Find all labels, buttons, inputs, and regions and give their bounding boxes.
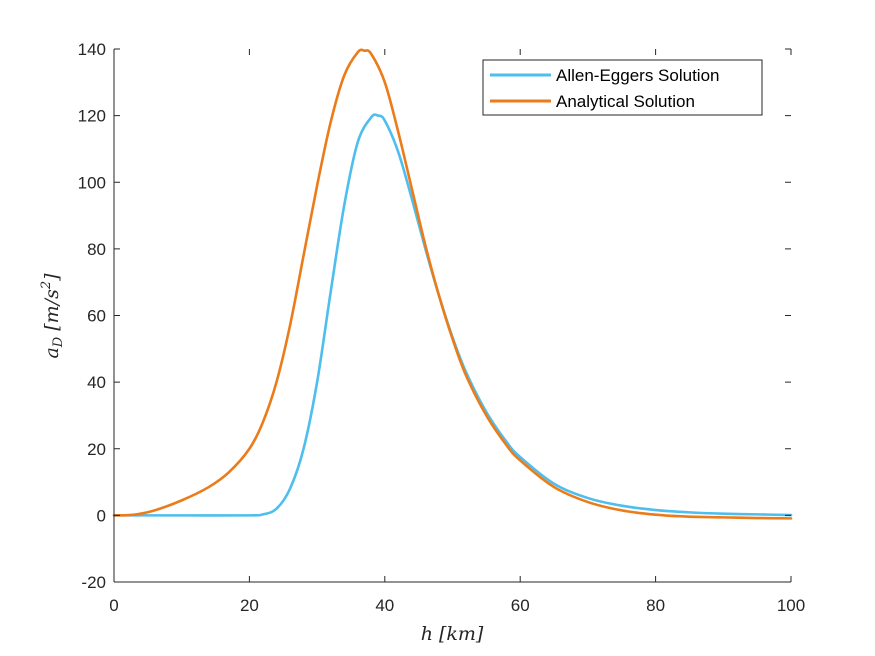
legend-box xyxy=(482,59,763,116)
plot-background xyxy=(114,49,791,582)
y-tick-label: -20 xyxy=(81,573,106,592)
legend: Allen-Eggers Solution Analytical Solutio… xyxy=(482,59,763,116)
x-tick-label: 0 xyxy=(109,596,118,615)
x-axis-title: h [km] xyxy=(421,623,484,645)
series-line-analytical xyxy=(112,48,793,520)
x-ticks: 0 20 40 60 80 100 xyxy=(109,49,805,615)
x-tick-label: 20 xyxy=(240,596,259,615)
y-tick-label: 140 xyxy=(78,40,106,59)
legend-label-allen-eggers: Allen-Eggers Solution xyxy=(556,66,719,85)
series-line-allen-eggers xyxy=(112,113,793,517)
y-tick-label: 80 xyxy=(87,240,106,259)
x-tick-label: 100 xyxy=(777,596,805,615)
y-tick-label: 60 xyxy=(87,307,106,326)
y-tick-label: 20 xyxy=(87,440,106,459)
y-tick-label: 120 xyxy=(78,107,106,126)
x-tick-label: 60 xyxy=(511,596,530,615)
x-tick-label: 40 xyxy=(375,596,394,615)
series-lines xyxy=(112,48,793,520)
y-tick-label: 40 xyxy=(87,373,106,392)
x-tick-label: 80 xyxy=(646,596,665,615)
y-ticks: -20 0 20 40 60 80 100 120 140 xyxy=(78,40,791,592)
y-axis-title: aD[m/s2] xyxy=(39,273,66,359)
legend-label-analytical: Analytical Solution xyxy=(556,92,695,111)
y-tick-label: 0 xyxy=(97,506,106,525)
y-tick-label: 100 xyxy=(78,173,106,192)
